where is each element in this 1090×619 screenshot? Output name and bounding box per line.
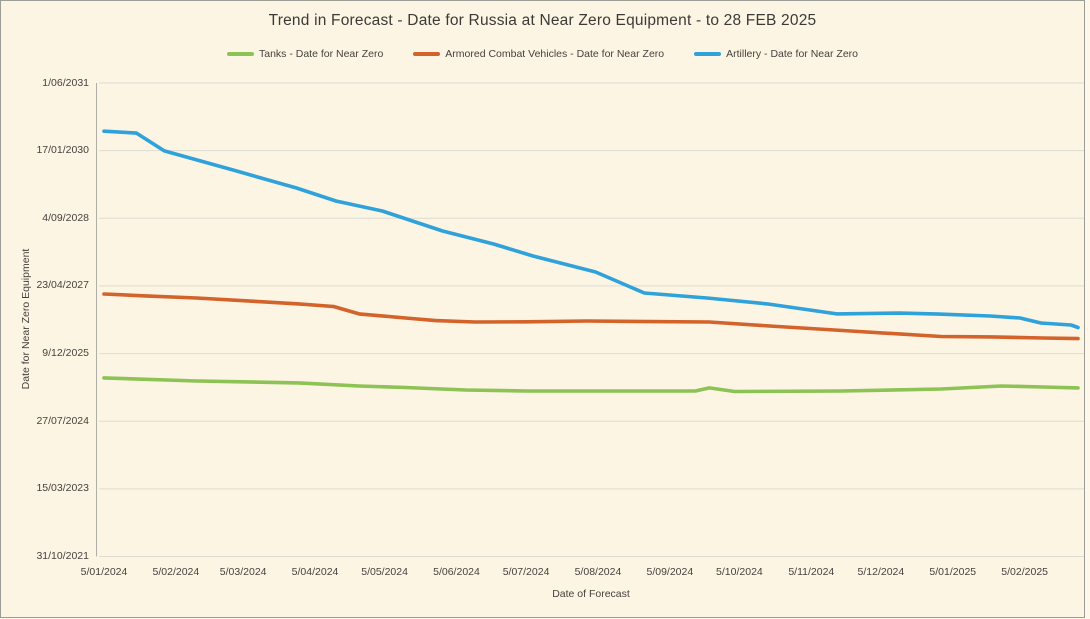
series-line-armored[interactable] bbox=[102, 292, 1080, 341]
chart-title: Trend in Forecast - Date for Russia at N… bbox=[268, 12, 817, 29]
y-tick-label: 23/04/2027 bbox=[36, 279, 89, 292]
y-tick-label: 17/01/2030 bbox=[36, 144, 89, 157]
x-tick-label: 5/06/2024 bbox=[433, 566, 480, 578]
x-tick-label: 5/02/2025 bbox=[1001, 566, 1049, 578]
x-tick-label: 5/08/2024 bbox=[574, 566, 622, 578]
x-tick-label: 5/05/2024 bbox=[361, 566, 408, 578]
y-tick-label: 9/12/2025 bbox=[42, 347, 89, 360]
x-tick-label: 5/01/2024 bbox=[80, 566, 128, 578]
x-tick-label: 5/10/2024 bbox=[716, 566, 763, 578]
x-tick-label: 5/02/2024 bbox=[152, 566, 200, 578]
x-tick-label: 5/11/2024 bbox=[788, 566, 835, 578]
x-tick-label: 5/12/2024 bbox=[857, 566, 905, 578]
legend: Tanks - Date for Near Zero Armored Comba… bbox=[1, 48, 1084, 60]
x-tick-label: 5/03/2024 bbox=[219, 566, 267, 578]
legend-label-tanks: Tanks - Date for Near Zero bbox=[258, 48, 384, 60]
x-tick-label: 5/04/2024 bbox=[291, 566, 339, 578]
legend-item-tanks[interactable]: Tanks - Date for Near Zero bbox=[226, 48, 384, 60]
y-tick-label: 4/09/2028 bbox=[42, 211, 89, 224]
legend-label-armored-combat-vehicles: Armored Combat Vehicles - Date for Near … bbox=[445, 48, 665, 60]
y-tick-label: 15/03/2023 bbox=[36, 482, 89, 495]
y-tick-label: 1/06/2031 bbox=[42, 76, 89, 89]
y-axis-title: Date for Near Zero Equipment bbox=[20, 248, 32, 390]
x-tick-label: 5/01/2025 bbox=[929, 566, 977, 578]
legend-item-armored-combat-vehicles[interactable]: Armored Combat Vehicles - Date for Near … bbox=[413, 48, 664, 60]
legend-item-artillery[interactable]: Artillery - Date for Near Zero bbox=[694, 48, 858, 60]
x-tick-label: 5/07/2024 bbox=[502, 566, 550, 578]
series-line-tanks[interactable] bbox=[102, 376, 1080, 394]
y-tick-label: 31/10/2021 bbox=[36, 550, 89, 562]
y-tick-label: 27/07/2024 bbox=[36, 414, 89, 427]
legend-swatch-artillery-icon bbox=[694, 52, 722, 56]
series-line-artillery[interactable] bbox=[102, 129, 1080, 330]
x-axis-title: Date of Forecast bbox=[552, 588, 630, 600]
legend-swatch-armored-combat-vehicles-icon bbox=[413, 52, 441, 56]
legend-label-artillery: Artillery - Date for Near Zero bbox=[726, 48, 858, 60]
legend-swatch-tanks-icon bbox=[226, 52, 254, 56]
x-tick-label: 5/09/2024 bbox=[646, 566, 694, 578]
